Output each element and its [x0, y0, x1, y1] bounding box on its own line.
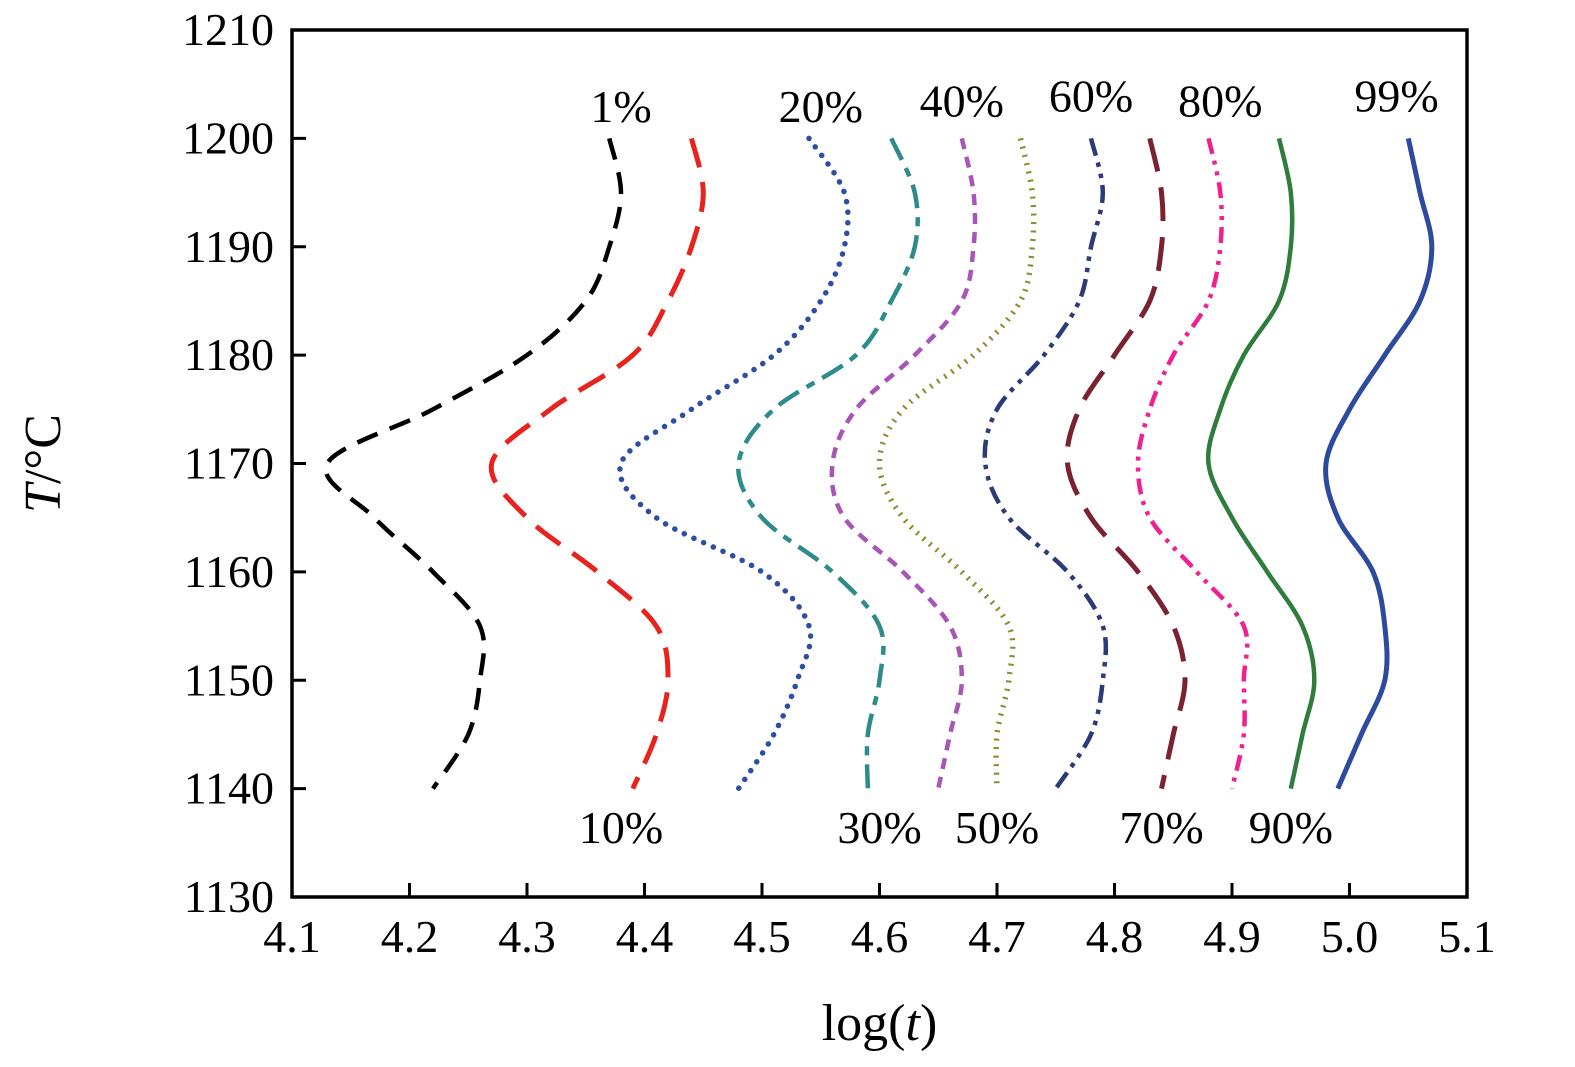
- curve-label-p50: 50%: [955, 802, 1039, 853]
- curve-p50: [876, 137, 1037, 789]
- y-tick-label: 1130: [184, 871, 274, 922]
- curve-p70: [1064, 137, 1188, 790]
- curve-p99: [1323, 137, 1435, 790]
- plot-frame: [290, 28, 1469, 899]
- curve-p20: [617, 135, 851, 792]
- curve-p60: [982, 137, 1109, 790]
- x-tick-label: 5.1: [1438, 911, 1496, 962]
- curve-label-p20: 20%: [779, 81, 863, 132]
- y-tick-label: 1150: [184, 654, 274, 705]
- x-tick-label: 4.6: [851, 911, 909, 962]
- y-tick-label: 1140: [184, 763, 274, 814]
- y-tick-label: 1160: [184, 546, 274, 597]
- x-tick-label: 5.0: [1321, 911, 1379, 962]
- x-tick-label: 4.7: [968, 911, 1026, 962]
- curve-p1: [323, 137, 624, 790]
- x-axis-label: log(t): [822, 995, 938, 1052]
- curve-p90: [1205, 137, 1317, 790]
- x-tick-label: 4.5: [733, 911, 791, 962]
- curve-p30: [736, 137, 920, 789]
- y-axis-label: T/°C: [15, 414, 72, 513]
- curve-p10: [488, 137, 706, 790]
- curve-label-p60: 60%: [1049, 70, 1133, 121]
- x-tick-label: 4.8: [1086, 911, 1144, 962]
- curve-label-p10: 10%: [579, 802, 663, 853]
- y-tick-label: 1190: [184, 221, 274, 272]
- curve-label-p99: 99%: [1354, 70, 1438, 121]
- x-tick-label: 4.1: [263, 911, 321, 962]
- x-tick-label: 4.2: [381, 911, 439, 962]
- y-tick-label: 1170: [184, 438, 274, 489]
- x-tick-label: 4.3: [498, 911, 556, 962]
- y-tick-label: 1210: [182, 4, 274, 55]
- curve-p40: [829, 137, 978, 790]
- curve-p80: [1135, 137, 1250, 790]
- curve-label-p1: 1%: [590, 81, 651, 132]
- y-tick-label: 1180: [184, 329, 274, 380]
- curve-label-p30: 30%: [837, 802, 921, 853]
- curve-label-p40: 40%: [920, 76, 1004, 127]
- y-tick-label: 1200: [182, 112, 274, 163]
- x-tick-label: 4.9: [1203, 911, 1261, 962]
- curve-label-p70: 70%: [1119, 802, 1203, 853]
- x-tick-label: 4.4: [616, 911, 674, 962]
- curve-label-p90: 90%: [1249, 802, 1333, 853]
- curve-label-p80: 80%: [1178, 76, 1262, 127]
